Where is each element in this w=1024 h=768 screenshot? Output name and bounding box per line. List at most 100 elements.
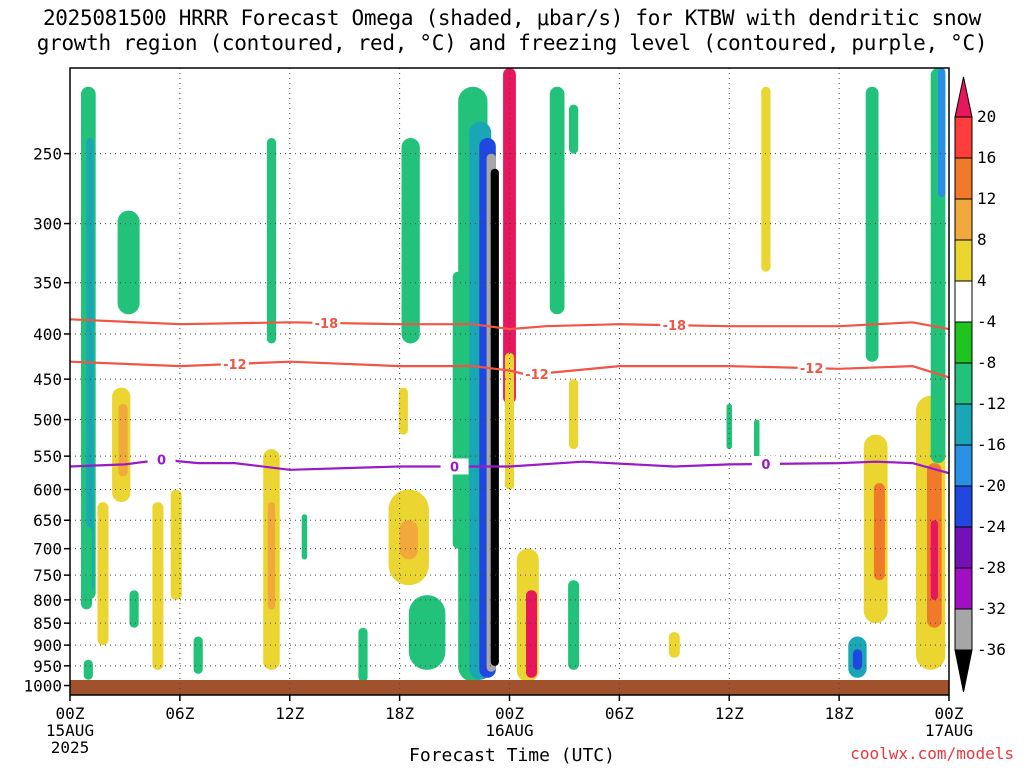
contour-label-bg-2-2 xyxy=(751,455,780,472)
contour-label-bg-0-1 xyxy=(660,317,689,334)
chart-title-line-2: growth region (contoured, red, °C) and f… xyxy=(36,31,988,55)
y-tick-label-350: 350 xyxy=(33,274,62,293)
colorbar-segment-9 xyxy=(954,485,973,528)
contour-label-2-1: 0 xyxy=(450,460,459,475)
colorbar-segment-2 xyxy=(954,198,973,241)
colorbar-segment-3 xyxy=(954,239,973,282)
colorbar-label-12: -32 xyxy=(977,599,1006,618)
contour-label-1-2: -12 xyxy=(800,362,824,377)
y-tick-label-1000: 1000 xyxy=(23,677,62,696)
y-tick-label-750: 750 xyxy=(33,566,62,585)
omega-cell-15 xyxy=(301,514,308,560)
x-axis-label: Forecast Time (UTC) xyxy=(409,745,615,766)
colorbar-label-9: -20 xyxy=(977,476,1006,495)
colorbar-label-10: -24 xyxy=(977,517,1006,536)
y-tick-label-850: 850 xyxy=(33,614,62,633)
omega-cell-12 xyxy=(266,138,277,344)
omega-cell-8 xyxy=(129,590,139,628)
omega-cell-18 xyxy=(399,520,418,560)
omega-cell-37 xyxy=(726,403,732,450)
contour-label-bg-2-1 xyxy=(440,458,469,475)
colorbar-label-5: -4 xyxy=(977,312,996,331)
credit-link[interactable]: coolwx.com/models xyxy=(850,744,1014,763)
contour-lines: -18 -18 -12 -12 -12 0 0 0 xyxy=(70,314,949,475)
x-tick-label-5: 06Z xyxy=(605,704,634,723)
y-tick-label-400: 400 xyxy=(33,325,62,344)
y-axis: 250 300 350 400 450 500 550 600 650 700 750 800 850 9… xyxy=(23,145,70,696)
x-tick-label-3: 18Z xyxy=(385,704,414,723)
omega-cell-7 xyxy=(97,502,109,646)
contour-label-0-0: -18 xyxy=(315,317,339,332)
omega-cell-4 xyxy=(118,403,128,477)
y-tick-label-950: 950 xyxy=(33,657,62,676)
colorbar-bottom-arrow xyxy=(954,649,973,693)
colorbar-segment-0 xyxy=(954,116,973,159)
omega-cell-28 xyxy=(503,68,516,404)
y-tick-label-300: 300 xyxy=(33,215,62,234)
omega-cell-16 xyxy=(358,627,368,682)
y-tick-label-550: 550 xyxy=(33,447,62,466)
colorbar-label-8: -16 xyxy=(977,435,1006,454)
colorbar-label-6: -8 xyxy=(977,353,996,372)
contour-label-2-2: 0 xyxy=(761,458,770,473)
omega-cell-34 xyxy=(569,379,579,450)
omega-cell-20 xyxy=(398,387,408,435)
colorbar-segment-10 xyxy=(954,526,973,569)
omega-cell-40 xyxy=(865,86,879,362)
colorbar-segment-8 xyxy=(954,444,973,487)
colorbar-segment-5 xyxy=(954,321,973,364)
colorbar-label-7: -12 xyxy=(977,394,1006,413)
x-tick-sublabel-8: 17AUG xyxy=(925,721,973,740)
x-tick-label-2: 12Z xyxy=(275,704,304,723)
omega-cell-44 xyxy=(852,649,863,670)
omega-cell-10 xyxy=(170,489,182,600)
contour-label-2-0: 0 xyxy=(157,454,166,469)
omega-cell-14 xyxy=(267,502,276,610)
contour-label-0-1: -18 xyxy=(663,319,687,334)
omega-cell-42 xyxy=(873,483,885,581)
y-tick-label-900: 900 xyxy=(33,636,62,655)
y-tick-label-700: 700 xyxy=(33,540,62,559)
contour-label-bg-0-0 xyxy=(312,314,341,331)
omega-cell-1 xyxy=(86,138,94,591)
y-tick-label-250: 250 xyxy=(33,145,62,164)
contour-line-0 xyxy=(70,318,949,331)
omega-cell-35 xyxy=(568,580,580,670)
colorbar: 20 16 12 8 4 -4 -8 -12 -16 -20 -24 -28 -32 -36 xyxy=(954,76,1006,693)
y-tick-label-650: 650 xyxy=(33,511,62,530)
y-tick-label-450: 450 xyxy=(33,370,62,389)
x-tick-sublabel-4: 16AUG xyxy=(485,721,533,740)
y-tick-label-500: 500 xyxy=(33,411,62,430)
x-tick-label-1: 06Z xyxy=(165,704,194,723)
colorbar-label-4: 4 xyxy=(977,271,987,290)
colorbar-label-1: 16 xyxy=(977,148,996,167)
x-tick-label-4: 00Z xyxy=(495,704,524,723)
omega-cell-21 xyxy=(401,138,420,344)
colorbar-top-arrow xyxy=(954,76,973,118)
x-tick-label-7: 18Z xyxy=(825,704,854,723)
ground-terrain xyxy=(70,680,949,695)
omega-cell-36 xyxy=(668,632,680,658)
chart-title: 2025081500 HRRR Forecast Omega (shaded, … xyxy=(0,6,1024,56)
omega-cell-39 xyxy=(761,86,771,272)
contour-label-1-0: -12 xyxy=(223,358,247,373)
contour-label-1-1: -12 xyxy=(525,368,549,383)
colorbar-label-13: -36 xyxy=(977,640,1006,659)
colorbar-segment-4 xyxy=(954,280,973,323)
colorbar-label-11: -28 xyxy=(977,558,1006,577)
contour-line-1 xyxy=(70,360,949,379)
omega-cell-29 xyxy=(504,352,515,490)
y-tick-label-600: 600 xyxy=(33,481,62,500)
x-tick-label-8: 00Z xyxy=(935,704,964,723)
colorbar-segment-7 xyxy=(954,403,973,446)
colorbar-segment-1 xyxy=(954,157,973,200)
contour-label-bg-1-2 xyxy=(797,360,826,377)
colorbar-segment-12 xyxy=(954,608,973,651)
omega-cell-38 xyxy=(754,419,760,464)
omega-cell-2 xyxy=(117,210,140,315)
omega-cell-5 xyxy=(81,526,92,610)
omega-cell-49 xyxy=(938,68,946,198)
omega-cell-27 xyxy=(490,168,499,666)
